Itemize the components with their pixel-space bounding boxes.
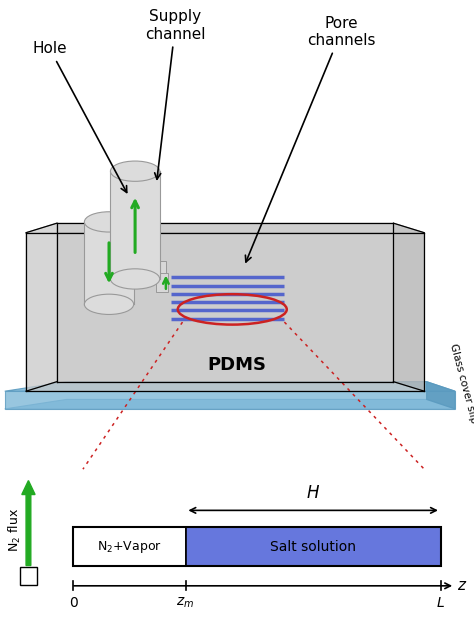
- Text: Supply
channel: Supply channel: [145, 9, 206, 179]
- Polygon shape: [5, 399, 455, 409]
- Text: $z_m$: $z_m$: [176, 596, 195, 611]
- Ellipse shape: [110, 269, 160, 289]
- Polygon shape: [26, 223, 57, 391]
- Polygon shape: [5, 391, 455, 409]
- Text: Pore
channels: Pore channels: [246, 15, 375, 262]
- Polygon shape: [5, 382, 455, 391]
- Text: PDMS: PDMS: [208, 356, 266, 373]
- Bar: [185, 527, 441, 566]
- Text: N$_2$+Vapor: N$_2$+Vapor: [97, 538, 162, 555]
- Text: Salt solution: Salt solution: [270, 540, 356, 553]
- Polygon shape: [26, 223, 424, 233]
- Polygon shape: [110, 171, 160, 279]
- Polygon shape: [26, 233, 424, 391]
- Ellipse shape: [84, 212, 134, 232]
- Polygon shape: [135, 261, 166, 276]
- Polygon shape: [427, 382, 455, 409]
- Polygon shape: [393, 223, 424, 391]
- Text: Hole: Hole: [32, 41, 127, 193]
- Polygon shape: [84, 222, 134, 304]
- Polygon shape: [156, 273, 168, 292]
- FancyArrow shape: [22, 481, 35, 566]
- Polygon shape: [26, 382, 424, 391]
- Ellipse shape: [84, 294, 134, 314]
- Text: $z$: $z$: [457, 578, 467, 593]
- Text: N$_2$ flux: N$_2$ flux: [7, 508, 23, 552]
- Text: 0: 0: [69, 596, 78, 610]
- Text: $H$: $H$: [306, 484, 320, 502]
- Text: Glass cover slip: Glass cover slip: [448, 342, 474, 425]
- Text: $L$: $L$: [437, 596, 445, 610]
- Bar: [20, 567, 37, 585]
- Polygon shape: [57, 223, 393, 382]
- Bar: [73, 527, 185, 566]
- Ellipse shape: [110, 161, 160, 181]
- Bar: [73, 527, 441, 566]
